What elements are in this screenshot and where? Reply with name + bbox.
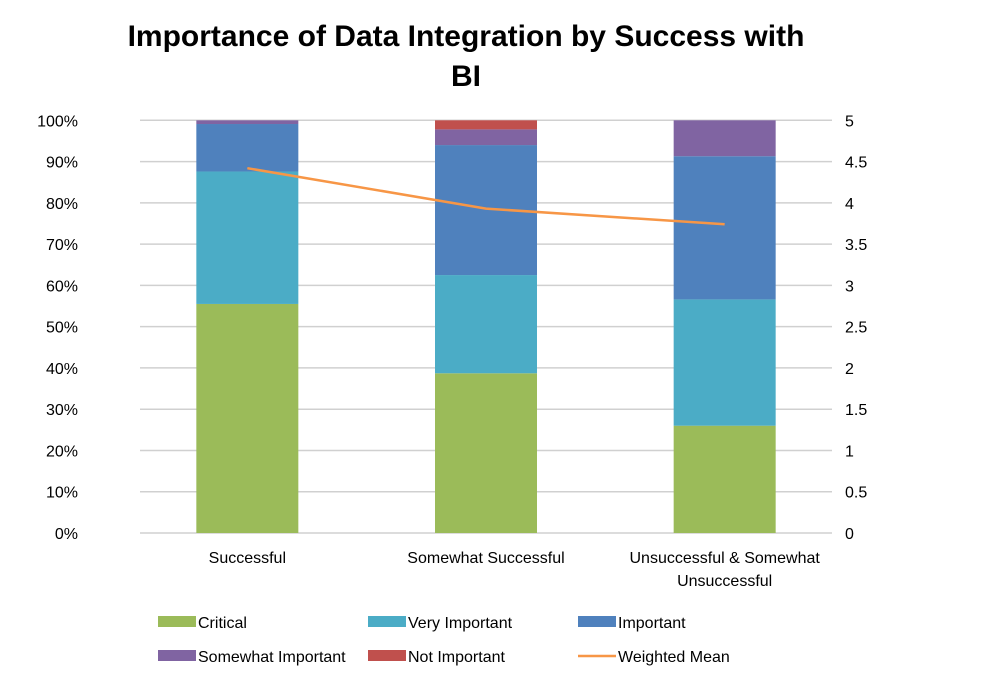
y2-tick-label: 2 xyxy=(845,361,854,378)
legend-label: Important xyxy=(618,615,686,632)
weighted-mean-line xyxy=(247,166,725,226)
y-axis-left: 0% 10% 20% 30% 40% 50% 60% 70% 80% 90% 100% xyxy=(37,113,78,543)
y2-tick-label: 0.5 xyxy=(845,485,867,502)
legend-item: Weighted Mean xyxy=(578,649,730,666)
legend-label: Weighted Mean xyxy=(618,649,730,666)
y2-tick-label: 4 xyxy=(845,196,854,213)
bar-very-important xyxy=(196,171,299,304)
bar-critical xyxy=(196,303,299,533)
y-tick-label: 100% xyxy=(37,113,78,130)
y2-tick-label: 3 xyxy=(845,278,854,295)
legend-item: Very Important xyxy=(368,615,513,632)
legend-swatch xyxy=(158,616,196,627)
y-tick-label: 90% xyxy=(46,155,78,172)
y-tick-label: 30% xyxy=(46,402,78,419)
bars xyxy=(196,120,776,533)
bar-not-important xyxy=(435,120,537,130)
y-tick-label: 40% xyxy=(46,361,78,378)
bar-somewhat-important xyxy=(673,120,776,157)
y2-tick-label: 4.5 xyxy=(845,155,867,172)
legend-label: Critical xyxy=(198,615,247,632)
legend-label: Somewhat Important xyxy=(198,649,346,666)
legend: Critical Very Important Important Somewhat … xyxy=(158,615,730,666)
y2-tick-label: 2.5 xyxy=(845,320,867,337)
legend-swatch xyxy=(158,650,196,661)
bar-very-important xyxy=(435,275,537,374)
bar-important xyxy=(673,156,776,300)
legend-item: Critical xyxy=(158,615,247,632)
legend-item: Somewhat Important xyxy=(158,649,346,666)
bar-important xyxy=(196,124,299,172)
y-tick-label: 60% xyxy=(46,278,78,295)
y-tick-label: 70% xyxy=(46,237,78,254)
chart-title: Importance of Data Integration by Succes… xyxy=(128,20,805,93)
y2-tick-label: 3.5 xyxy=(845,237,867,254)
x-tick-label: Unsuccessful & Somewhat xyxy=(630,550,821,567)
bar-somewhat-important xyxy=(435,129,537,146)
legend-label: Very Important xyxy=(408,615,513,632)
legend-swatch xyxy=(368,650,406,661)
y-axis-right: 0 0.5 1 1.5 2 2.5 3 3.5 4 4.5 5 xyxy=(845,113,867,543)
legend-label: Not Important xyxy=(408,649,505,666)
y-tick-label: 0% xyxy=(55,526,78,543)
legend-item: Not Important xyxy=(368,649,505,666)
y2-tick-label: 0 xyxy=(845,526,854,543)
legend-swatch xyxy=(368,616,406,627)
y-tick-label: 10% xyxy=(46,485,78,502)
bar-critical xyxy=(435,373,537,533)
chart-title-line: Importance of Data Integration by Succes… xyxy=(128,20,805,53)
x-tick-label: Somewhat Successful xyxy=(407,550,564,567)
bar-somewhat-important xyxy=(196,120,299,125)
y2-tick-label: 1.5 xyxy=(845,402,867,419)
y-tick-label: 50% xyxy=(46,320,78,337)
bar-very-important xyxy=(673,299,776,426)
bar-critical xyxy=(673,425,776,533)
y2-tick-label: 5 xyxy=(845,113,854,130)
legend-item: Important xyxy=(578,615,686,632)
y-tick-label: 80% xyxy=(46,196,78,213)
x-axis: Successful Somewhat Successful Unsuccessfu… xyxy=(209,550,821,590)
chart-title-line: BI xyxy=(451,60,481,93)
x-tick-label: Unsuccessful xyxy=(677,573,772,590)
legend-swatch xyxy=(578,616,616,627)
y-tick-label: 20% xyxy=(46,443,78,460)
weighted-mean-line xyxy=(247,166,725,226)
x-tick-label: Successful xyxy=(209,550,286,567)
y2-tick-label: 1 xyxy=(845,443,854,460)
